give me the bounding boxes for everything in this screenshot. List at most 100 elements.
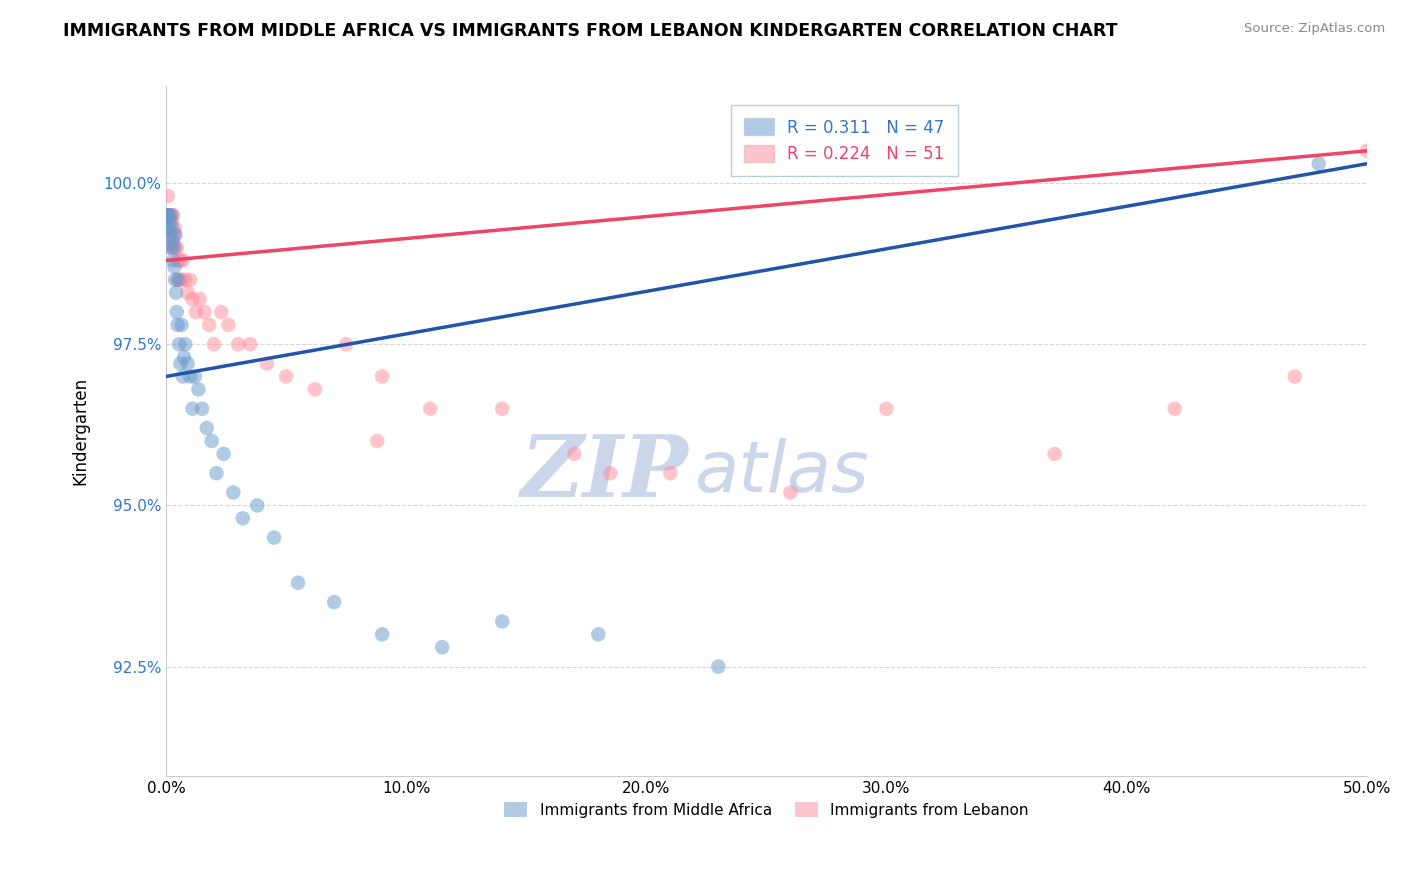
Point: [217, 318, 239, 332]
Y-axis label: Kindergarten: Kindergarten: [72, 377, 89, 485]
Point: [181, 401, 204, 416]
Point: [169, 357, 191, 371]
Text: ZIP: ZIP: [520, 431, 689, 515]
Point: [181, 292, 204, 306]
Point: [201, 434, 224, 448]
Point: [162, 234, 184, 248]
Point: [599, 466, 621, 480]
Point: [159, 227, 181, 242]
Point: [187, 383, 209, 397]
Point: [779, 485, 801, 500]
Point: [157, 208, 180, 222]
Point: [430, 640, 453, 655]
Point: [222, 485, 245, 500]
Point: [491, 401, 513, 416]
Point: [588, 627, 610, 641]
Point: [1308, 157, 1330, 171]
Point: [167, 253, 190, 268]
Point: [1043, 447, 1066, 461]
Point: [160, 208, 183, 222]
Point: [162, 227, 184, 242]
Point: [157, 208, 180, 222]
Point: [179, 369, 201, 384]
Point: [176, 285, 198, 300]
Point: [184, 305, 207, 319]
Point: [1355, 144, 1378, 158]
Point: [163, 241, 186, 255]
Point: [165, 285, 187, 300]
Point: [162, 253, 184, 268]
Point: [371, 369, 394, 384]
Point: [659, 466, 682, 480]
Point: [335, 337, 357, 351]
Point: [157, 221, 180, 235]
Point: [209, 305, 232, 319]
Point: [160, 221, 183, 235]
Point: [1163, 401, 1185, 416]
Point: [163, 260, 186, 274]
Point: [304, 383, 326, 397]
Point: [419, 401, 441, 416]
Text: atlas: atlas: [695, 438, 869, 508]
Point: [165, 241, 187, 255]
Point: [165, 227, 187, 242]
Point: [179, 273, 201, 287]
Point: [166, 318, 188, 332]
Legend: Immigrants from Middle Africa, Immigrants from Lebanon: Immigrants from Middle Africa, Immigrant…: [498, 796, 1035, 823]
Text: Source: ZipAtlas.com: Source: ZipAtlas.com: [1244, 22, 1385, 36]
Point: [172, 253, 194, 268]
Point: [707, 659, 730, 673]
Point: [212, 447, 235, 461]
Point: [160, 208, 183, 222]
Point: [1284, 369, 1306, 384]
Point: [876, 401, 898, 416]
Point: [202, 337, 225, 351]
Point: [156, 221, 179, 235]
Point: [159, 227, 181, 242]
Text: IMMIGRANTS FROM MIDDLE AFRICA VS IMMIGRANTS FROM LEBANON KINDERGARTEN CORRELATIO: IMMIGRANTS FROM MIDDLE AFRICA VS IMMIGRA…: [63, 22, 1118, 40]
Point: [174, 337, 197, 351]
Point: [167, 273, 190, 287]
Point: [226, 337, 249, 351]
Point: [274, 369, 297, 384]
Point: [174, 273, 197, 287]
Point: [157, 208, 180, 222]
Point: [156, 208, 179, 222]
Point: [170, 318, 193, 332]
Point: [239, 337, 262, 351]
Point: [167, 337, 190, 351]
Point: [205, 466, 228, 480]
Point: [176, 357, 198, 371]
Point: [169, 253, 191, 268]
Point: [188, 292, 211, 306]
Point: [193, 305, 215, 319]
Point: [165, 273, 187, 287]
Point: [163, 227, 186, 242]
Point: [165, 221, 187, 235]
Point: [323, 595, 346, 609]
Point: [167, 273, 190, 287]
Point: [160, 215, 183, 229]
Point: [232, 511, 254, 525]
Point: [198, 318, 221, 332]
Point: [172, 369, 194, 384]
Point: [166, 241, 188, 255]
Point: [166, 305, 188, 319]
Point: [263, 531, 285, 545]
Point: [184, 369, 207, 384]
Point: [366, 434, 388, 448]
Point: [246, 499, 269, 513]
Point: [159, 241, 181, 255]
Point: [162, 208, 184, 222]
Point: [195, 421, 218, 435]
Point: [287, 575, 309, 590]
Point: [170, 273, 193, 287]
Point: [491, 615, 513, 629]
Point: [191, 401, 214, 416]
Point: [159, 241, 181, 255]
Point: [562, 447, 585, 461]
Point: [156, 189, 179, 203]
Point: [256, 357, 278, 371]
Point: [159, 208, 181, 222]
Point: [173, 350, 195, 364]
